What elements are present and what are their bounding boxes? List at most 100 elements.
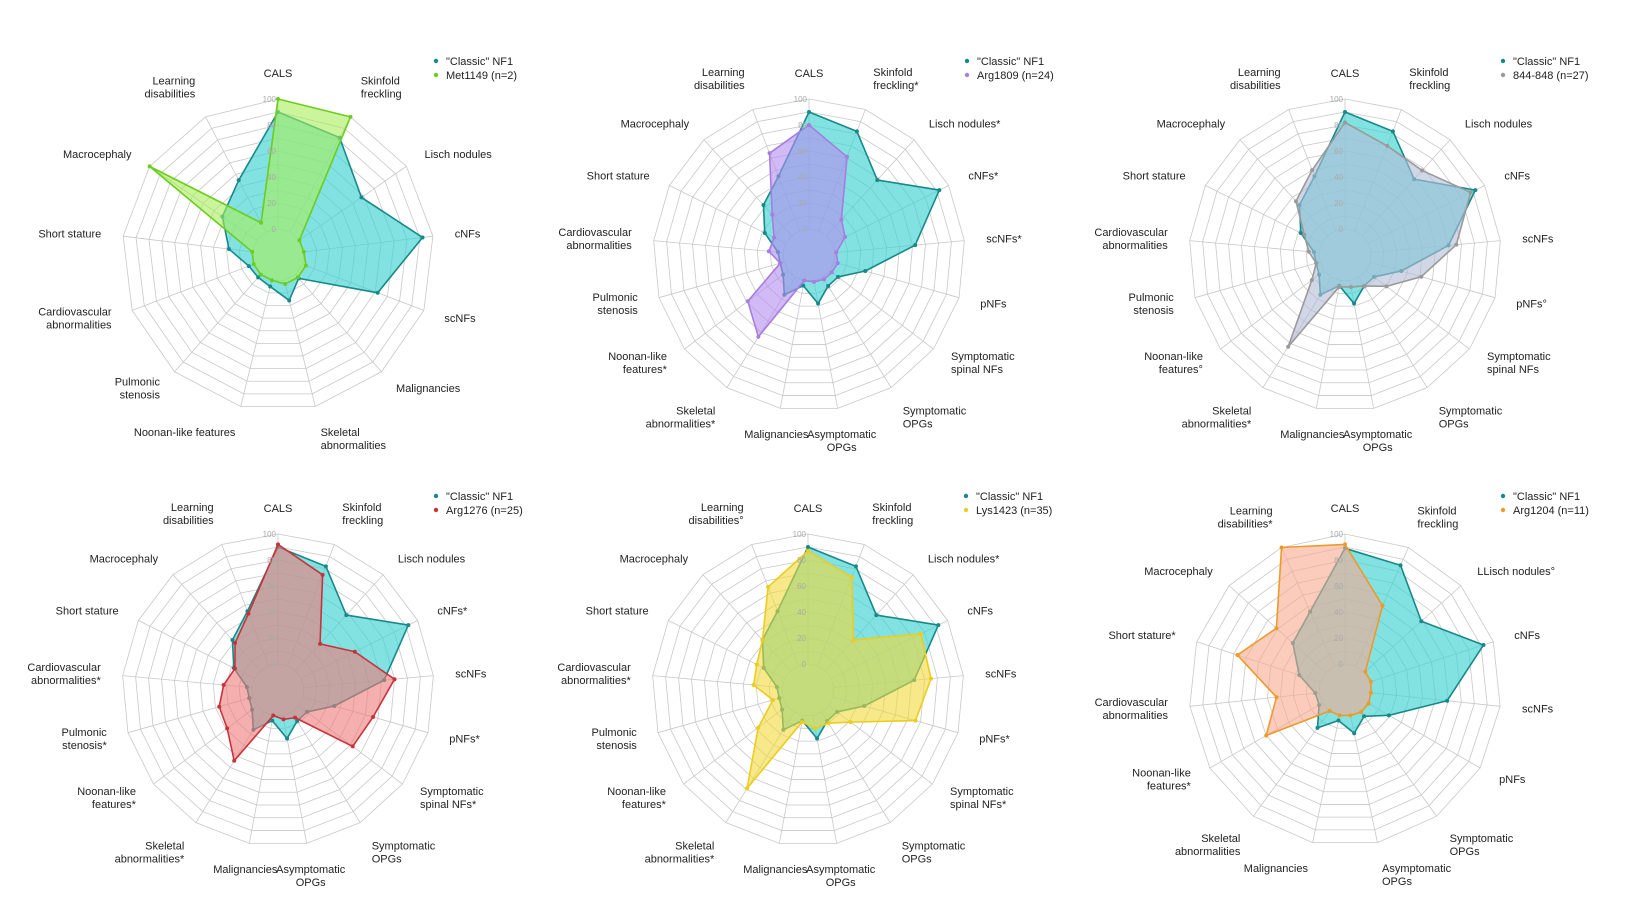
data-point: [1352, 301, 1357, 306]
data-point: [1481, 643, 1486, 648]
legend-marker: [963, 507, 969, 513]
axis-label: Noonan-like features°: [1144, 351, 1203, 376]
data-point: [834, 250, 839, 255]
grid-ring: [122, 98, 434, 407]
axis-spoke: [821, 711, 891, 823]
data-point: [762, 230, 767, 235]
tick-label: 0: [803, 225, 808, 234]
legend-label: "Classic" NF1: [977, 56, 1044, 68]
grid-ring: [653, 98, 965, 409]
axis-label: Symptomatic spinal NFs*: [950, 786, 1014, 811]
data-point: [420, 235, 425, 240]
axis-spoke: [131, 263, 254, 311]
data-point: [937, 188, 942, 193]
tick-label: 0: [802, 660, 807, 669]
data-point: [778, 261, 783, 266]
data-point: [232, 666, 237, 671]
axis-label: scNFs: [444, 313, 476, 325]
data-point: [271, 713, 276, 718]
axis-label: Skinfold freckling: [342, 502, 383, 527]
axis-label: Symptomatic spinal NFs: [951, 351, 1015, 376]
data-point: [1359, 710, 1364, 715]
data-point: [843, 235, 848, 240]
axis-spoke: [829, 270, 934, 350]
data-point: [276, 542, 280, 547]
series-area: [218, 543, 396, 762]
legend-marker: [433, 58, 439, 64]
radar-chart-2: "Classic" NF1 Arg1809 (n=24) 0 20 40 60 80 100 C…: [558, 56, 1053, 454]
data-point: [745, 299, 750, 304]
data-point: [928, 676, 933, 681]
series-area: [1236, 543, 1384, 737]
legend-label: "Classic" NF1: [1513, 56, 1580, 68]
data-point: [350, 744, 355, 749]
data-point: [766, 249, 771, 254]
data-point: [745, 786, 750, 791]
axis-spoke: [240, 280, 273, 407]
data-point: [1274, 626, 1279, 631]
axis-label: Pulmonic stenosis: [593, 292, 639, 317]
data-point: [756, 725, 761, 730]
data-point: [751, 682, 756, 687]
data-point: [1348, 284, 1353, 289]
data-point: [276, 97, 280, 101]
axis-label: Pulmonic stenosis: [115, 377, 161, 402]
data-point: [1298, 230, 1303, 235]
data-point: [936, 623, 941, 628]
axis-label: CALS: [794, 503, 823, 515]
axis-label: Learning disabilities*: [1218, 505, 1274, 530]
axis-label: Short stature: [587, 171, 650, 183]
axis-label: Lisch nodules*: [929, 118, 1001, 130]
data-point: [270, 718, 275, 723]
data-point: [392, 677, 397, 682]
data-point: [835, 261, 840, 266]
tick-label: 60: [1334, 582, 1343, 591]
axis-label: Pulmonic stenosis*: [62, 727, 108, 752]
grid-ring: [666, 111, 952, 396]
axis-label: cNFs*: [437, 606, 468, 618]
data-point: [1343, 120, 1347, 125]
data-point: [754, 662, 759, 667]
axis-label: Skeletal abnormalities*: [115, 840, 185, 865]
data-point: [770, 212, 775, 217]
data-point: [221, 682, 226, 687]
grid-ring: [1202, 111, 1488, 396]
axis-label: Symptomatic OPGs: [903, 405, 967, 430]
axis-spoke: [174, 274, 262, 373]
data-point: [848, 720, 853, 725]
axis-spoke: [653, 240, 784, 253]
data-point: [1306, 249, 1311, 254]
data-point: [1279, 545, 1284, 550]
axis-spoke: [779, 280, 805, 409]
legend-marker: [433, 507, 439, 513]
grid-ring: [122, 533, 434, 844]
data-point: [829, 270, 834, 275]
tick-label: 0: [1339, 225, 1344, 234]
data-point: [802, 278, 807, 283]
axis-label: CALS: [795, 68, 824, 80]
legend-label: 844-848 (n=27): [1513, 70, 1589, 82]
data-point: [772, 235, 777, 240]
tick-label: 80: [267, 556, 276, 565]
data-point: [761, 203, 766, 208]
data-point: [1293, 199, 1298, 204]
tick-label: 40: [797, 608, 806, 617]
data-point: [250, 249, 255, 254]
axis-label: Macrocephaly: [621, 118, 690, 130]
legend-label: Arg1276 (n=25): [446, 505, 523, 517]
axis-label: Malignancies: [396, 383, 461, 395]
grid-ring: [1215, 559, 1475, 818]
data-point: [770, 697, 775, 702]
axis-spoke: [822, 276, 892, 388]
axis-label: Symptomatic OPGs: [372, 840, 436, 865]
data-point: [268, 284, 273, 289]
axis-label: Malignancies: [1280, 429, 1345, 441]
data-point: [217, 704, 222, 709]
axis-spoke: [778, 715, 804, 844]
legend-marker: [963, 493, 969, 499]
axis-label: Noonan-like features*: [607, 786, 666, 811]
legend-marker: [1500, 58, 1506, 64]
legend-label: Lys1423 (n=35): [976, 505, 1052, 517]
axis-label: Skinfold freckling: [872, 502, 913, 527]
data-point: [1302, 232, 1307, 237]
